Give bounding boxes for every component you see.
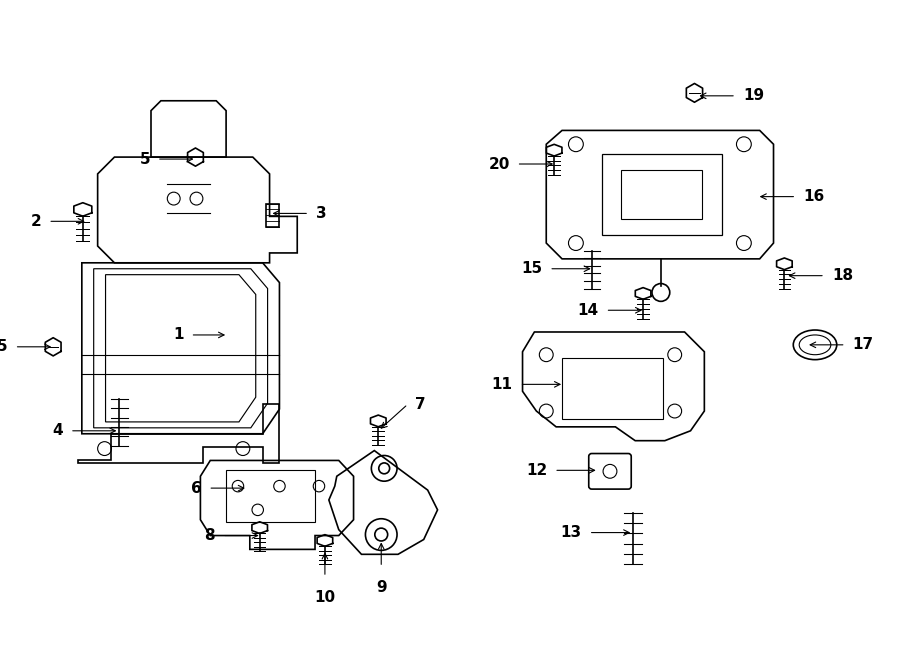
Text: 16: 16 (803, 189, 824, 204)
Text: 2: 2 (31, 214, 41, 229)
Text: 15: 15 (521, 261, 543, 276)
Text: 5: 5 (140, 152, 150, 167)
Bar (226, 470, 315, 522)
Text: 19: 19 (742, 88, 764, 103)
Text: 20: 20 (489, 156, 509, 171)
Text: 6: 6 (191, 481, 202, 496)
Text: 12: 12 (526, 463, 547, 478)
Text: 18: 18 (832, 268, 853, 283)
Text: 11: 11 (491, 377, 513, 392)
Bar (601, 154, 722, 235)
Text: 4: 4 (52, 423, 63, 438)
Text: 5: 5 (0, 340, 8, 354)
Text: 7: 7 (415, 397, 426, 412)
Text: 1: 1 (173, 328, 184, 342)
Bar (266, 203, 280, 227)
Text: 17: 17 (852, 338, 874, 352)
Text: 3: 3 (316, 206, 327, 221)
Bar (621, 170, 702, 219)
Text: 8: 8 (204, 528, 215, 543)
Text: 10: 10 (314, 590, 336, 605)
Text: 13: 13 (561, 525, 581, 540)
Bar (562, 357, 662, 419)
Text: 9: 9 (376, 580, 386, 595)
Text: 14: 14 (578, 303, 599, 318)
